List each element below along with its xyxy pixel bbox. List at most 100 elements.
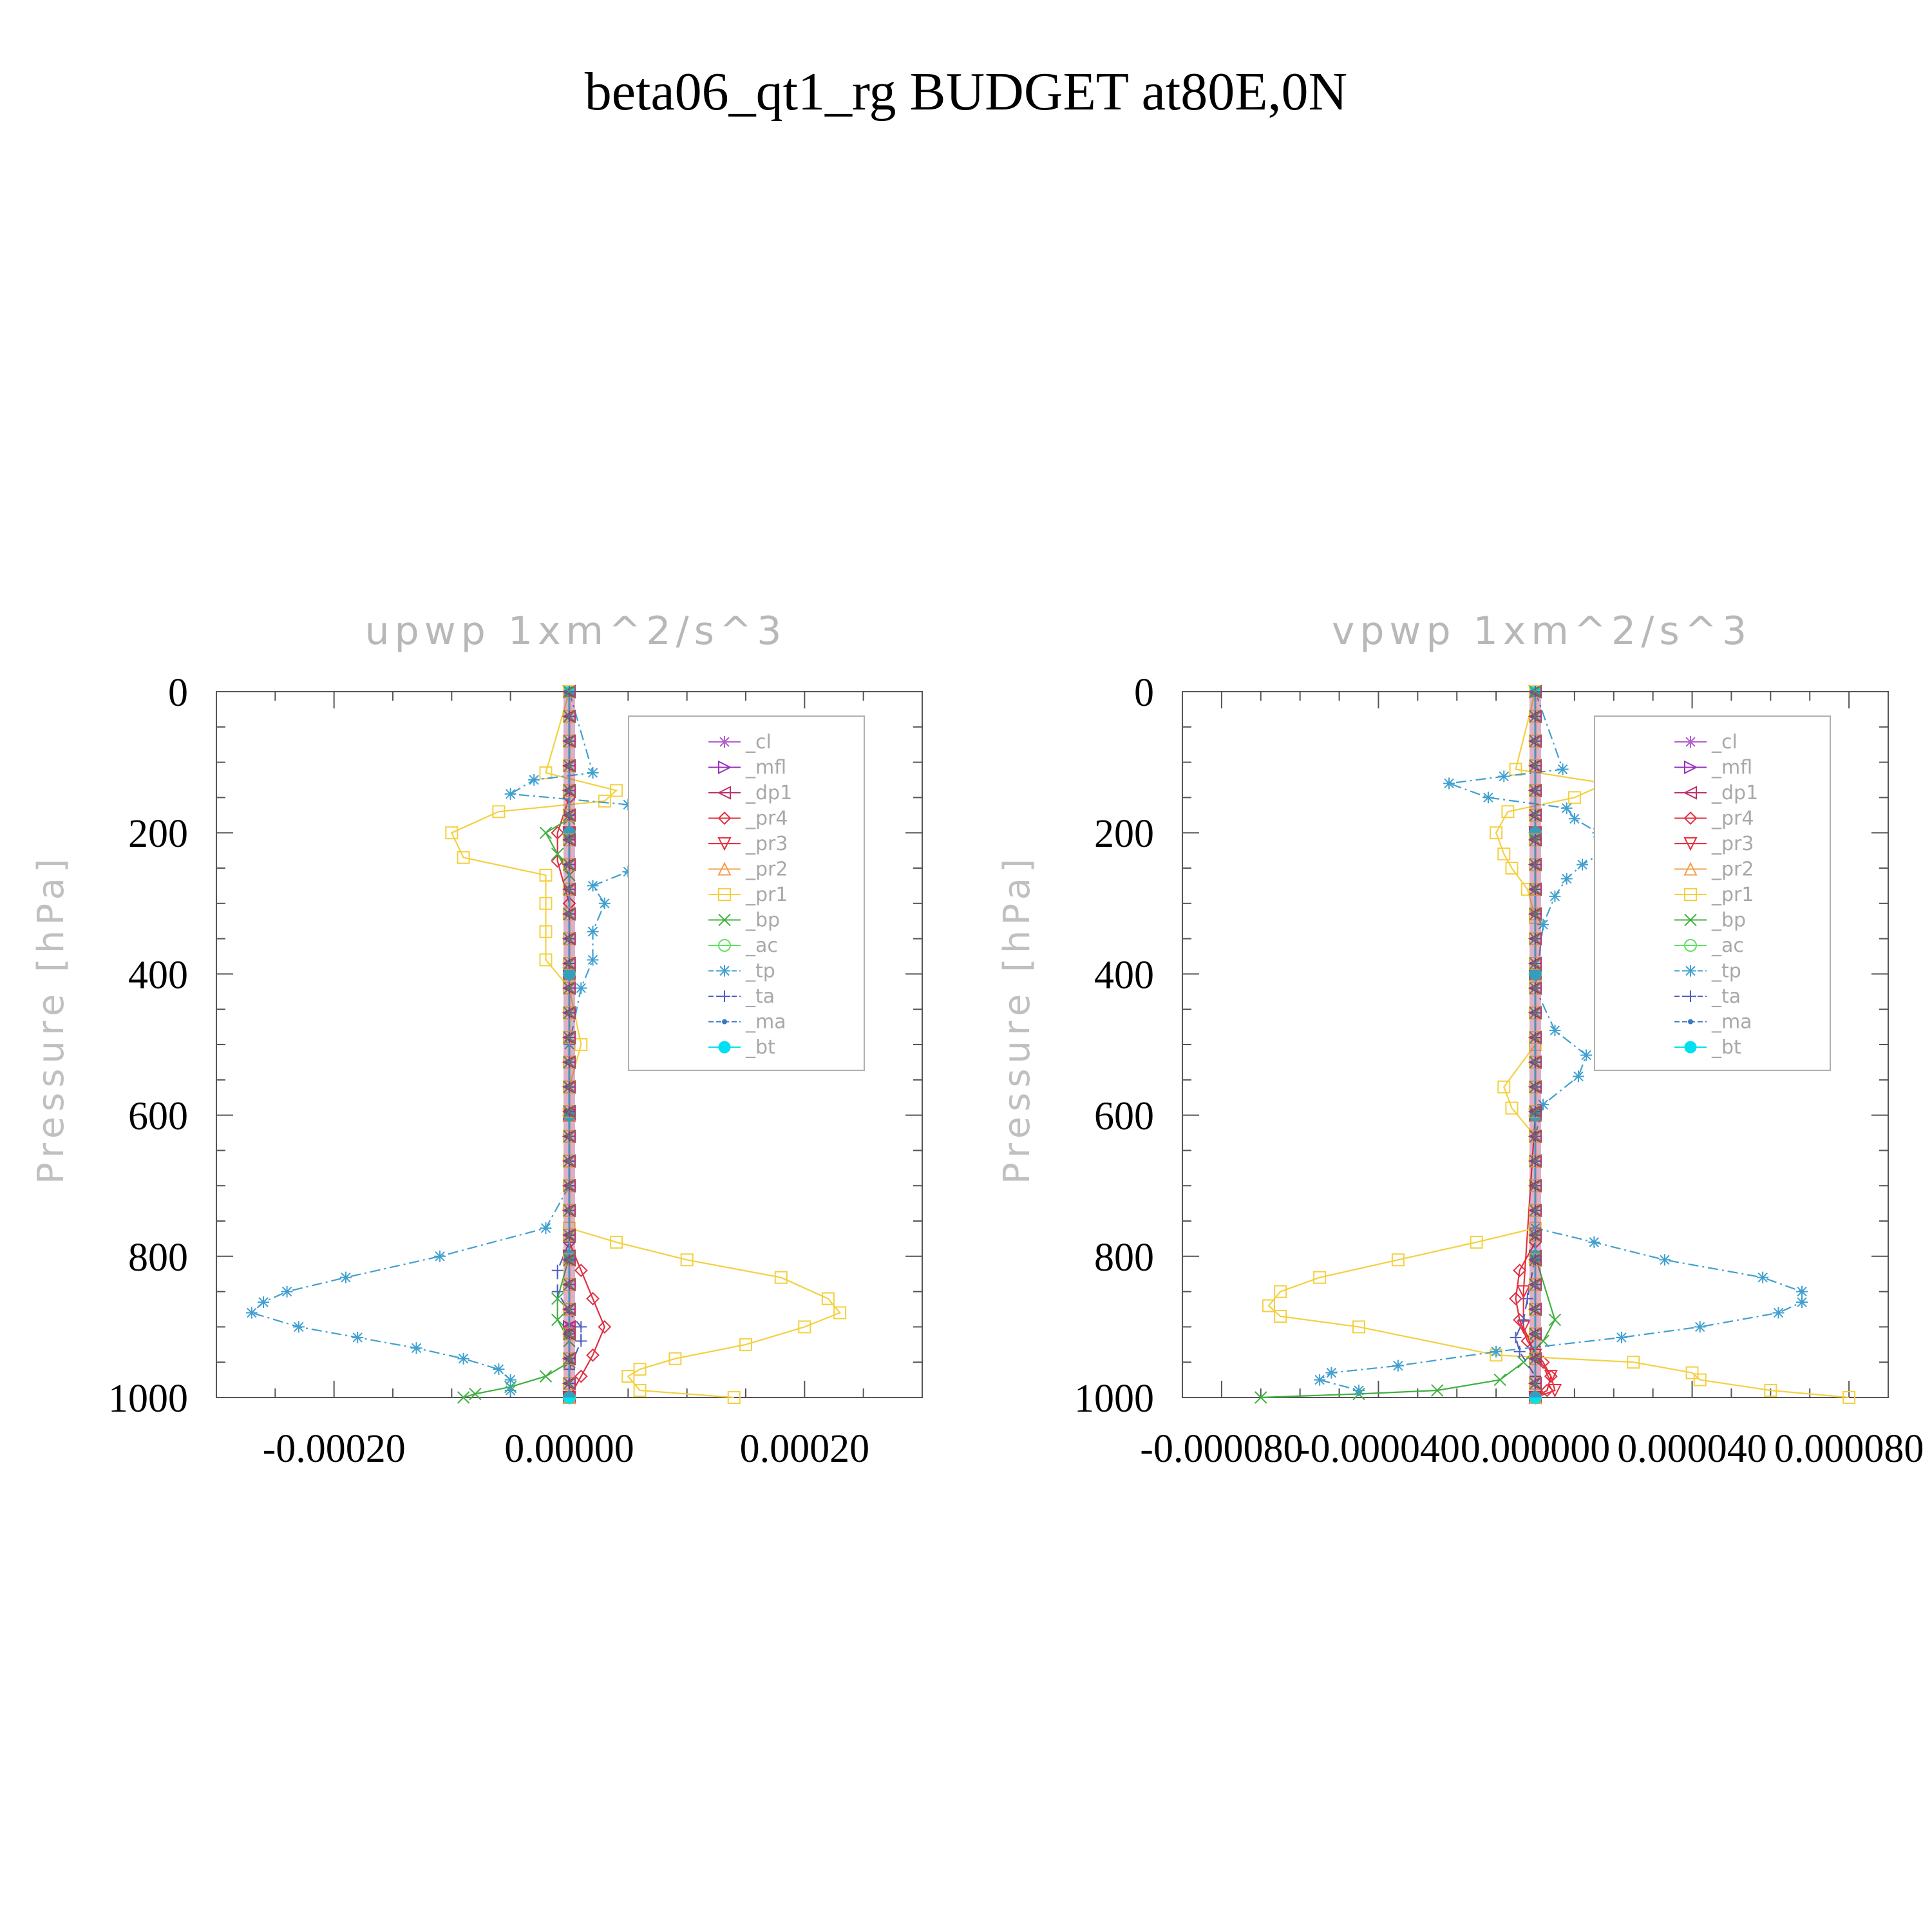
marker	[457, 1352, 469, 1365]
marker	[1685, 990, 1696, 1002]
legend-entry: _mfl	[1674, 757, 1752, 779]
panel-title: vpwp 1xm^2/s^3	[1332, 609, 1752, 654]
legend-label: _pr4	[745, 808, 788, 830]
marker	[1568, 813, 1580, 825]
marker	[1529, 1391, 1542, 1404]
marker	[1529, 784, 1542, 797]
marker	[1658, 1254, 1671, 1266]
marker	[1520, 1334, 1535, 1348]
marker	[539, 766, 553, 780]
marker	[774, 1271, 788, 1284]
marker	[1505, 862, 1519, 875]
marker	[1353, 1385, 1365, 1397]
marker	[1521, 1293, 1533, 1305]
legend-label: _bp	[745, 909, 780, 932]
legend-label: _bt	[745, 1036, 775, 1059]
marker	[1529, 1352, 1542, 1365]
marker	[563, 1327, 576, 1341]
marker	[1529, 1204, 1542, 1217]
marker	[1757, 1271, 1769, 1283]
legend-label: _pr2	[1711, 858, 1754, 881]
y-tick-label: 200	[1094, 812, 1154, 856]
legend-label: _ac	[745, 934, 778, 957]
marker	[1529, 1130, 1542, 1143]
marker	[1262, 1299, 1275, 1312]
marker	[539, 925, 553, 938]
marker	[717, 837, 732, 851]
marker	[1529, 1377, 1542, 1390]
marker	[1498, 770, 1510, 782]
marker	[1470, 1235, 1483, 1249]
marker	[717, 811, 732, 825]
marker	[469, 1387, 482, 1401]
marker	[587, 880, 599, 892]
marker	[1529, 1179, 1542, 1192]
marker	[563, 1253, 576, 1266]
marker	[563, 1352, 576, 1365]
marker	[718, 939, 731, 952]
legend-label: _pr3	[1711, 833, 1754, 855]
marker	[1537, 918, 1549, 931]
marker	[718, 913, 731, 927]
legend: _cl _mfl _dp1 _pr4 _pr3 _pr2 _pr1 _bp_ac _tp_ta _…	[1594, 715, 1831, 1071]
marker	[539, 826, 553, 839]
marker	[833, 1306, 847, 1320]
marker	[434, 1250, 446, 1262]
marker	[1352, 1320, 1365, 1334]
legend-entry: _bt	[708, 1036, 775, 1059]
legend-entry: _mfl	[708, 757, 786, 779]
x-tick-label: 0.000040	[1617, 1427, 1767, 1471]
marker	[563, 809, 576, 822]
marker	[504, 1374, 516, 1386]
marker	[1529, 932, 1542, 945]
marker	[719, 965, 730, 977]
marker	[633, 1363, 647, 1376]
marker	[563, 907, 576, 920]
marker	[1529, 759, 1542, 772]
marker	[1529, 809, 1542, 822]
marker	[551, 854, 565, 868]
marker	[1567, 791, 1581, 804]
legend-entry: _pr2	[708, 858, 788, 881]
marker	[1529, 1303, 1542, 1316]
marker	[1529, 1278, 1542, 1291]
marker	[1529, 1105, 1542, 1118]
legend-box	[1594, 715, 1831, 1071]
marker	[1529, 1006, 1542, 1019]
marker	[574, 1038, 588, 1051]
legend-label: _pr1	[745, 884, 788, 906]
marker	[563, 858, 576, 871]
marker	[1685, 736, 1696, 748]
marker	[1529, 1253, 1542, 1266]
legend-entry: _pr4	[708, 808, 788, 830]
marker	[1683, 862, 1698, 876]
marker	[1392, 1359, 1404, 1372]
marker	[717, 862, 732, 876]
marker	[1513, 1264, 1527, 1278]
legend-entry: _ta	[708, 985, 775, 1008]
legend: _cl _mfl _dp1 _pr4 _pr3 _pr2 _pr1 _bp_ac _tp_ta _…	[628, 715, 865, 1071]
y-axis-label: Pressure [hPa]	[30, 853, 72, 1184]
legend-label: _pr2	[745, 858, 788, 881]
legend-entry: _cl	[708, 731, 772, 753]
marker	[540, 1222, 552, 1234]
marker	[1796, 1296, 1808, 1309]
marker	[1529, 685, 1542, 698]
marker	[1529, 735, 1542, 748]
marker	[598, 897, 611, 909]
marker	[1529, 1155, 1542, 1168]
y-tick-label: 600	[128, 1095, 188, 1139]
marker	[563, 735, 576, 748]
marker	[339, 1271, 352, 1283]
marker	[1431, 1384, 1444, 1397]
marker	[621, 1370, 635, 1383]
marker	[563, 759, 576, 772]
marker	[563, 685, 576, 698]
y-tick-label: 400	[128, 953, 188, 997]
x-tick-label: 0.00020	[740, 1427, 870, 1471]
marker	[1537, 1099, 1549, 1111]
marker	[1529, 1327, 1542, 1341]
legend-entry: _ma	[708, 1011, 786, 1034]
marker	[1772, 1307, 1785, 1319]
